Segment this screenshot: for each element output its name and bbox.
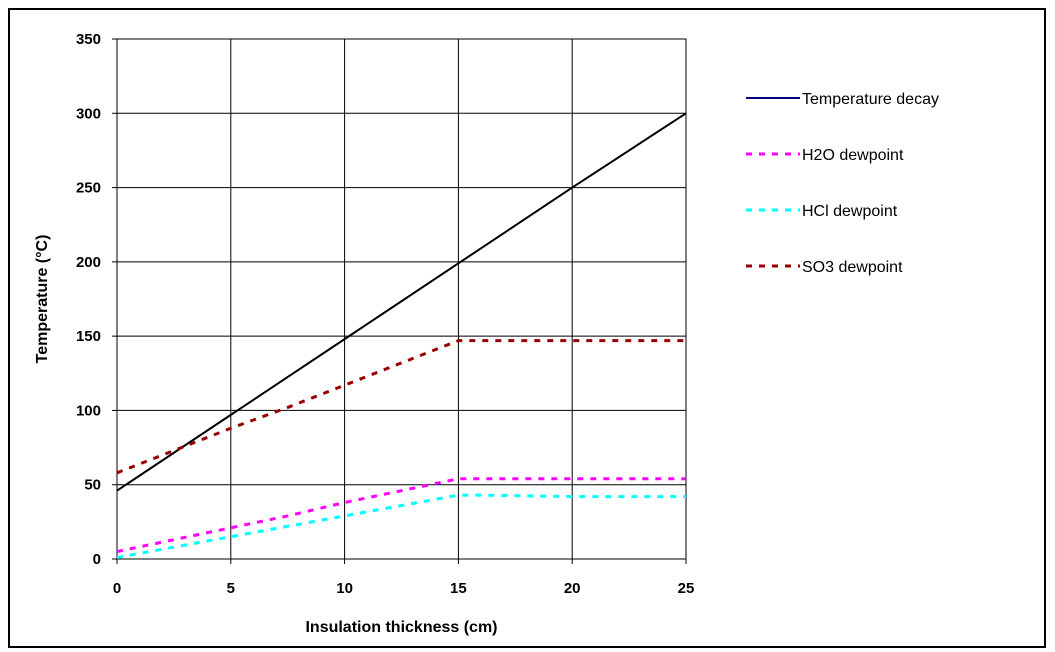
x-tick-label: 25: [678, 580, 695, 597]
plot-area: [116, 38, 687, 560]
x-tick-label: 20: [564, 580, 581, 597]
y-axis-title: Temperature (°C): [34, 235, 51, 364]
y-tick-label: 150: [76, 328, 101, 345]
y-tick-label: 200: [76, 254, 101, 271]
series-line-hcl-dewpoint: [116, 493, 686, 559]
x-tick-label: 15: [450, 580, 467, 597]
legend-label-so3-dewpoint: SO3 dewpoint: [802, 259, 903, 276]
y-tick-label: 350: [76, 31, 101, 48]
legend-label-hcl-dewpoint: HCl dewpoint: [802, 203, 898, 220]
series-group: [116, 112, 687, 559]
x-tick-label: 10: [336, 580, 353, 597]
legend-label-h2o-dewpoint: H2O dewpoint: [802, 147, 904, 164]
series-line-so3-dewpoint: [116, 339, 686, 475]
x-tick-label: 5: [227, 580, 235, 597]
x-axis-title: Insulation thickness (cm): [305, 619, 497, 636]
y-tick-label: 300: [76, 105, 101, 122]
x-axis-ticks: 0 5 10 15 20 25: [113, 559, 695, 597]
y-tick-label: 250: [76, 180, 101, 197]
legend-label-temperature-decay: Temperature decay: [802, 91, 939, 108]
y-axis-ticks: 0 50 100 150 200 250 300 350: [76, 31, 117, 568]
x-tick-label: 0: [113, 580, 121, 597]
y-tick-label: 50: [84, 477, 101, 494]
plot-border: [116, 38, 687, 560]
y-tick-label: 0: [93, 551, 101, 568]
y-tick-label: 100: [76, 402, 101, 419]
legend: Temperature decay H2O dewpoint HCl dewpoin…: [746, 91, 939, 276]
gridlines: [116, 38, 687, 560]
series-line-temperature-decay: [116, 112, 687, 492]
